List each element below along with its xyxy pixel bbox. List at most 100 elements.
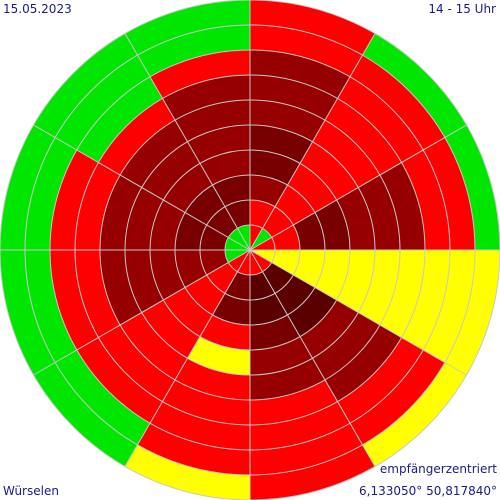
cell-s10-r9	[33, 33, 138, 138]
cell-s11-r3	[200, 150, 250, 186]
spoke-line-5	[249, 249, 376, 467]
cell-s4-r2	[275, 275, 315, 315]
cell-s9-r9	[0, 125, 56, 250]
spoke-line-10	[33, 124, 251, 251]
cell-s2-r9	[444, 125, 500, 250]
cell-s5-r9	[250, 444, 375, 500]
cell-s0-r5	[250, 100, 325, 142]
cell-s3-r2	[293, 250, 325, 288]
cell-s8-r3	[150, 250, 186, 300]
cell-s8-r1	[200, 250, 229, 275]
cell-s1-r8	[350, 55, 445, 150]
cell-s7-r1	[206, 262, 238, 294]
cell-s11-r9	[125, 0, 250, 56]
cell-s7-r0	[228, 250, 250, 272]
cell-s0-r8	[250, 25, 363, 77]
time-range-label: 14 - 15 Uhr	[428, 2, 496, 16]
cell-s4-r9	[362, 362, 467, 467]
mode-label: empfängerzentriert	[379, 462, 497, 476]
spoke-line-8	[33, 249, 251, 376]
cell-s8-r8	[25, 250, 77, 363]
cell-s1-r3	[287, 163, 337, 213]
cell-s6-r6	[162, 379, 250, 425]
cell-s6-r9	[125, 444, 250, 500]
cell-s0-r6	[250, 75, 338, 121]
cell-s1-r4	[300, 141, 359, 200]
cell-s1-r7	[337, 76, 424, 163]
cell-s3-r5	[358, 250, 400, 325]
cell-s9-r5	[100, 175, 142, 250]
cell-s6-r5	[175, 358, 250, 400]
cell-s9-r7	[50, 150, 99, 250]
cell-s10-r6	[98, 98, 175, 175]
cell-s2-r8	[423, 137, 475, 250]
cell-s1-r6	[325, 98, 402, 175]
cell-s4-r1	[262, 262, 294, 294]
cell-s5-r6	[250, 379, 338, 425]
cell-s2-r1	[271, 225, 300, 250]
cell-s6-r1	[225, 271, 250, 300]
spoke-line-4	[249, 249, 467, 376]
cell-s3-r6	[379, 250, 425, 338]
cell-s1-r5	[312, 120, 380, 188]
cell-s3-r1	[271, 250, 300, 275]
cell-s10-r1	[206, 206, 238, 238]
cell-s10-r4	[141, 141, 200, 200]
cell-s2-r5	[358, 175, 400, 250]
cell-s10-r5	[120, 120, 188, 188]
cell-s8-r9	[0, 250, 56, 375]
cell-s6-r7	[150, 401, 250, 450]
cell-s3-r7	[401, 250, 450, 350]
date-label: 15.05.2023	[3, 2, 72, 16]
cell-s11-r6	[162, 75, 250, 121]
cell-s6-r3	[200, 314, 250, 350]
coordinates-label: 6,133050° 50,817840°	[359, 484, 497, 498]
cell-s9-r3	[150, 200, 186, 250]
spoke-line-2	[249, 124, 467, 251]
cell-s9-r2	[175, 212, 207, 250]
cell-s4-r4	[300, 300, 359, 359]
cell-s8-r2	[175, 250, 207, 288]
cell-s4-r6	[325, 325, 402, 402]
cell-s10-r0	[228, 228, 250, 250]
cell-s0-r3	[250, 150, 300, 186]
spoke-line-1	[249, 33, 376, 251]
cell-s1-r2	[275, 185, 315, 225]
cell-s4-r5	[312, 312, 380, 380]
cell-s5-r5	[250, 358, 325, 400]
cell-s5-r1	[250, 271, 275, 300]
location-label: Würselen	[3, 484, 59, 498]
cell-s4-r0	[250, 250, 272, 272]
cell-s4-r3	[287, 287, 337, 337]
cell-s0-r1	[250, 200, 275, 229]
cell-s4-r7	[337, 337, 424, 424]
cell-s7-r7	[76, 337, 163, 424]
cell-s8-r7	[50, 250, 99, 350]
cell-s1-r0	[250, 228, 272, 250]
cell-s6-r2	[212, 293, 250, 325]
cell-s6-r8	[137, 423, 250, 475]
cell-s5-r3	[250, 314, 300, 350]
cell-s3-r9	[444, 250, 500, 375]
cell-s11-r8	[137, 25, 250, 77]
cell-s7-r2	[185, 275, 225, 315]
cell-s4-r8	[350, 350, 445, 445]
cell-s5-r8	[250, 423, 363, 475]
cell-s2-r2	[293, 212, 325, 250]
cell-s1-r1	[262, 206, 294, 238]
cell-s0-r9	[250, 0, 375, 56]
cell-s7-r8	[55, 350, 150, 445]
cell-s3-r8	[423, 250, 475, 363]
cell-s10-r3	[163, 163, 213, 213]
cell-s0-r7	[250, 50, 350, 99]
cell-s7-r3	[163, 287, 213, 337]
cell-s5-r7	[250, 401, 350, 450]
cell-s5-r2	[250, 293, 288, 325]
cell-s9-r1	[200, 225, 229, 250]
cell-s10-r8	[55, 55, 150, 150]
cell-s2-r7	[401, 150, 450, 250]
